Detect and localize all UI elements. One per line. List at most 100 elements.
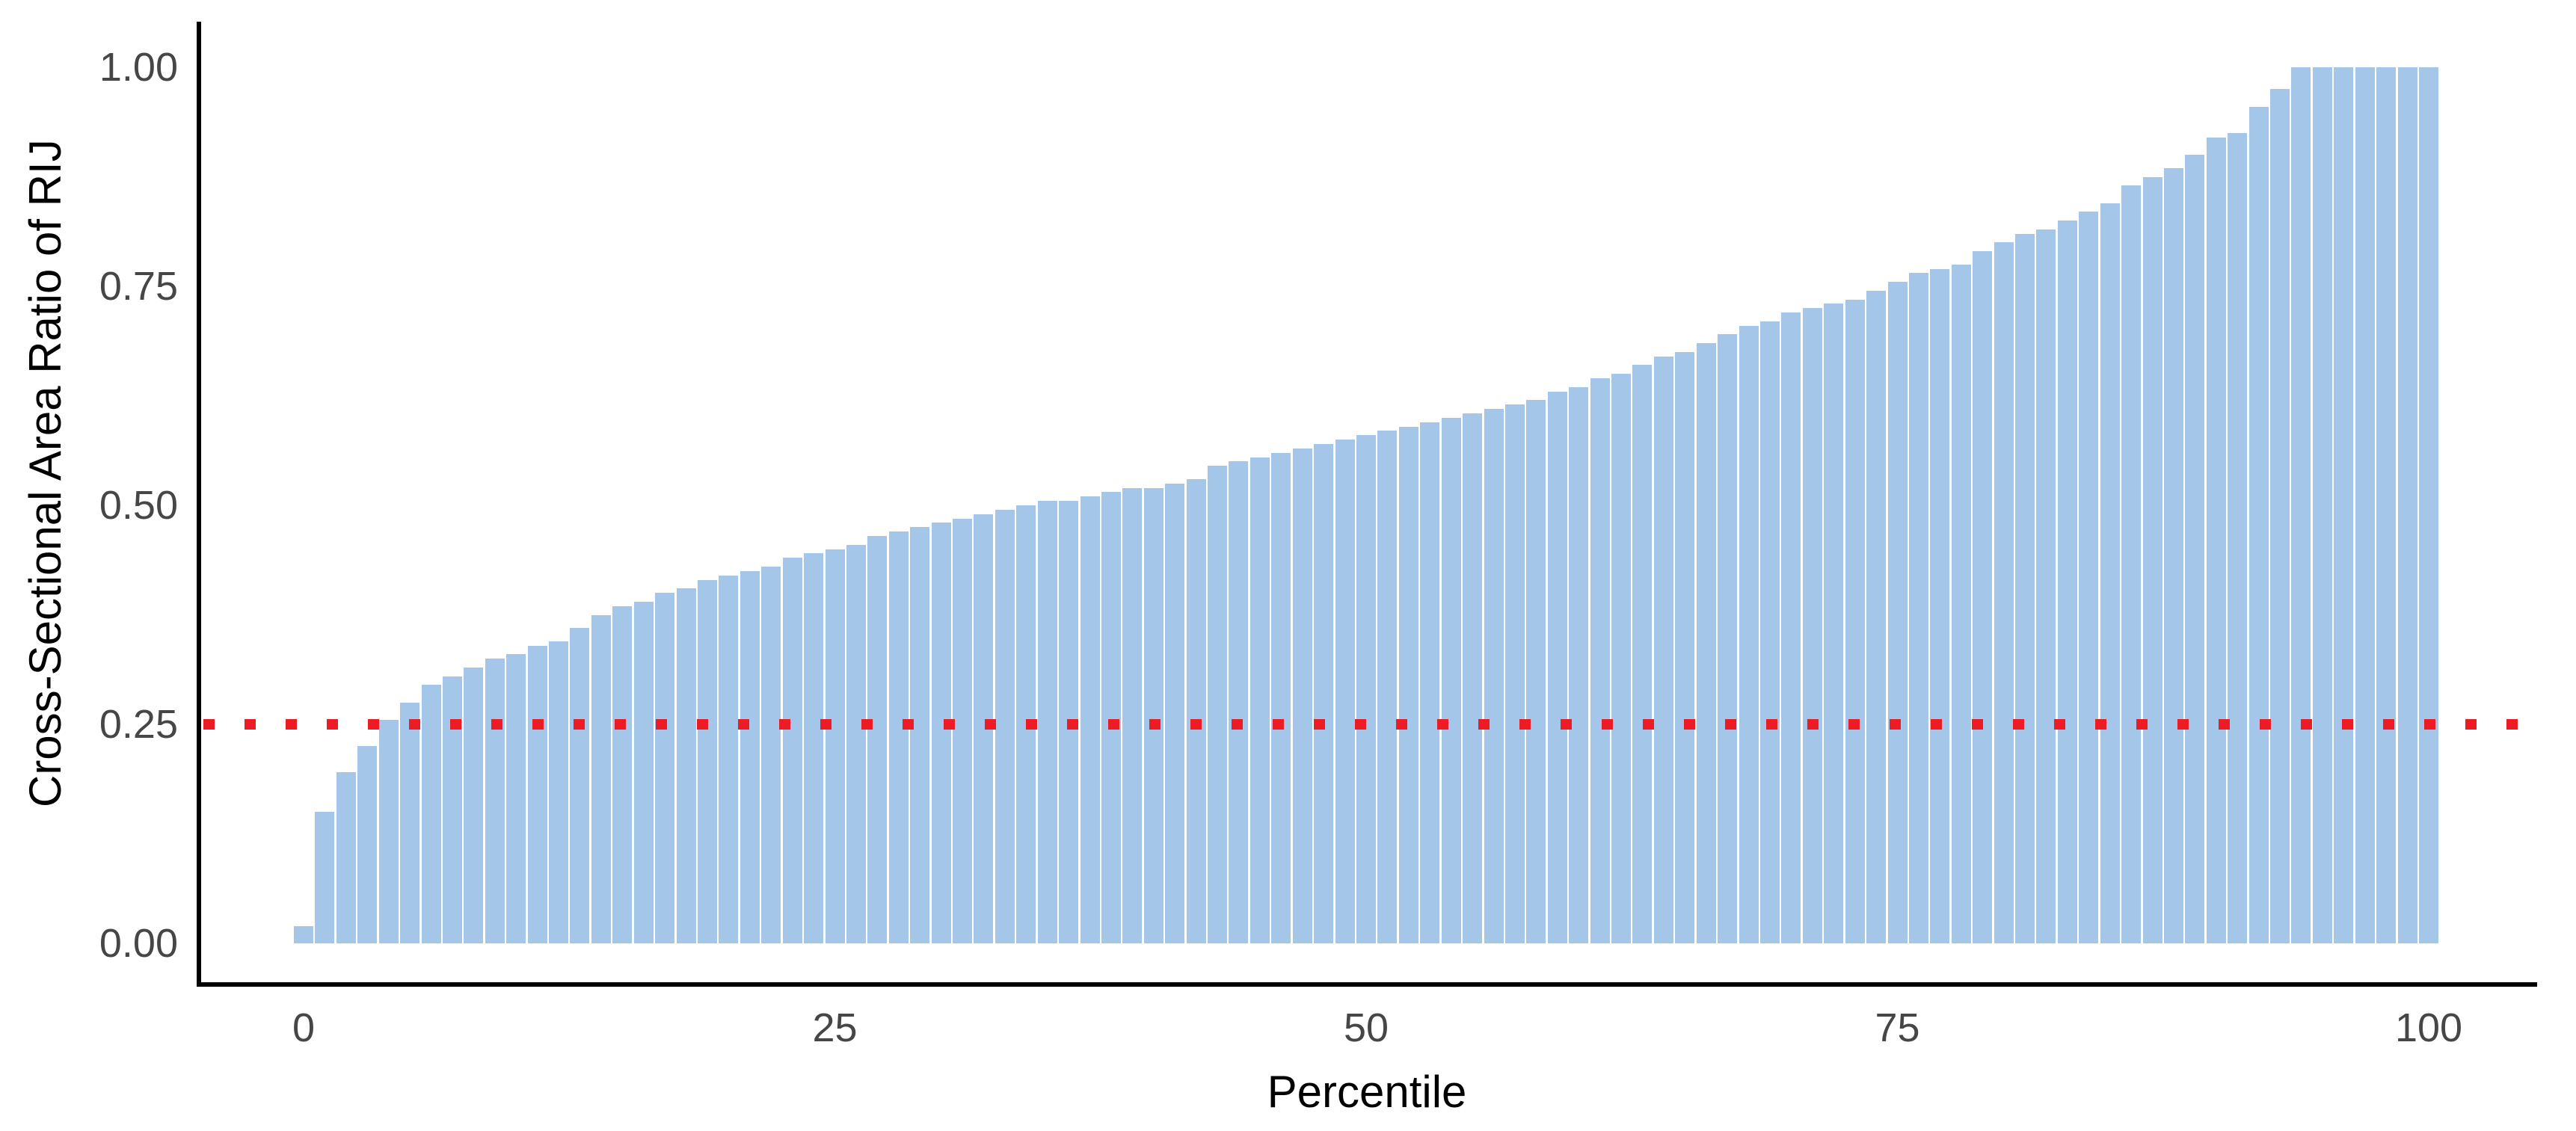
bar: [1802, 308, 1822, 943]
x-tick-label: 50: [1343, 1005, 1389, 1050]
bar: [315, 812, 335, 943]
bar: [1356, 435, 1376, 943]
bar: [1718, 334, 1738, 943]
bar: [1973, 251, 1993, 943]
bar: [867, 536, 888, 943]
x-axis-line: [197, 982, 2537, 987]
bar: [1845, 299, 1865, 943]
bar: [1930, 268, 1950, 943]
bar: [633, 601, 654, 943]
bar: [1696, 343, 1716, 943]
bar: [719, 575, 739, 943]
bar: [1398, 426, 1418, 943]
bar: [825, 549, 845, 943]
bar: [1759, 321, 1780, 943]
bar: [1335, 440, 1355, 943]
bar: [740, 570, 760, 943]
bar: [1441, 417, 1461, 943]
bar: [464, 667, 484, 943]
bar: [697, 579, 717, 943]
bar: [2206, 137, 2226, 943]
bar: [2228, 132, 2248, 943]
bar: [910, 527, 930, 943]
bar: [2355, 67, 2375, 943]
bar: [1824, 303, 1844, 943]
bar: [1377, 431, 1398, 943]
reference-line: [203, 719, 2535, 730]
bar: [1611, 374, 1632, 943]
y-axis-line: [197, 22, 201, 987]
bar: [2100, 203, 2120, 943]
bar: [2079, 212, 2099, 943]
bar: [2163, 167, 2183, 943]
bar: [761, 567, 781, 943]
bar: [1122, 487, 1143, 943]
bar: [1632, 365, 1653, 943]
bar: [570, 628, 590, 943]
bar: [804, 553, 824, 943]
x-tick-label: 100: [2394, 1005, 2463, 1050]
y-tick-label: 0.75: [99, 264, 178, 309]
bar: [2419, 67, 2438, 943]
bar: [1887, 282, 1908, 943]
y-tick-label: 0.50: [99, 483, 178, 528]
bar: [2312, 67, 2332, 943]
bar: [527, 645, 547, 943]
bar: [2036, 229, 2056, 943]
bar: [357, 746, 378, 943]
bar: [1866, 290, 1887, 943]
bar: [1504, 404, 1525, 943]
bar: [1951, 264, 1971, 943]
bar: [2142, 176, 2162, 943]
bar: [1908, 273, 1928, 943]
bar: [1675, 351, 1695, 943]
y-tick-label: 0.25: [99, 702, 178, 747]
bar: [2291, 67, 2311, 943]
bar: [549, 641, 569, 943]
bar: [1739, 325, 1759, 943]
bar: [2397, 67, 2417, 943]
bar: [336, 772, 356, 943]
bar: [888, 531, 909, 943]
bar: [2270, 89, 2290, 943]
bar: [1484, 409, 1504, 943]
bar: [1143, 487, 1163, 943]
bar: [931, 523, 951, 943]
bar: [1229, 461, 1249, 943]
bar: [1208, 466, 1228, 943]
bar: [2185, 155, 2205, 943]
y-tick-label: 0.00: [99, 921, 178, 966]
bar: [485, 659, 505, 943]
bar: [1101, 492, 1121, 943]
x-tick-label: 25: [812, 1005, 858, 1050]
bar: [1994, 242, 2014, 943]
bar: [953, 518, 973, 943]
bar: [2334, 67, 2354, 943]
bar: [1249, 457, 1270, 943]
bar: [1420, 422, 1440, 943]
bar: [846, 544, 866, 943]
bar: [506, 654, 526, 943]
bar: [1569, 386, 1589, 943]
bar: [1653, 356, 1673, 943]
bar: [1526, 400, 1546, 943]
bar: [1271, 452, 1291, 943]
bar: [2015, 233, 2035, 943]
bar: [591, 614, 611, 943]
bar: [2376, 67, 2397, 943]
bar: [1314, 443, 1334, 943]
bar: [2121, 185, 2142, 943]
bar: [2248, 106, 2269, 943]
x-axis-title: Percentile: [1267, 1067, 1467, 1117]
bar: [442, 676, 462, 943]
bar: [294, 925, 313, 943]
bar: [782, 558, 802, 943]
bar: [1292, 448, 1312, 943]
y-tick-label: 1.00: [99, 45, 178, 90]
bar: [1781, 312, 1801, 943]
bar: [1463, 413, 1483, 943]
bar: [1186, 478, 1206, 943]
bar: [1590, 378, 1610, 943]
bar: [2057, 221, 2077, 943]
bar: [378, 720, 399, 943]
